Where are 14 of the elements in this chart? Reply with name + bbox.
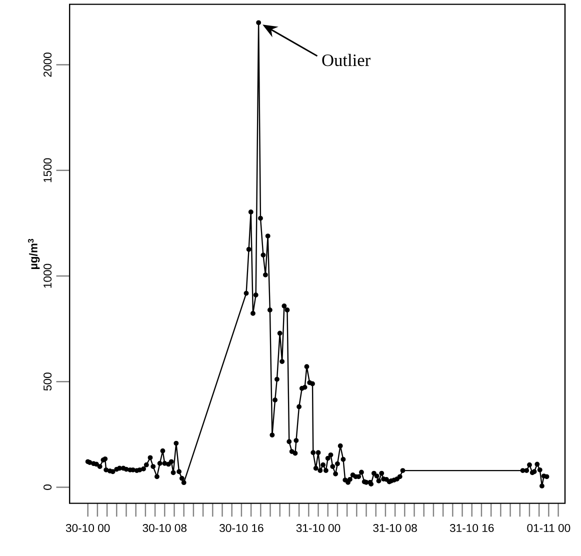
y-tick-label: 1500	[44, 158, 52, 182]
x-tick-label: 30-10 16	[220, 524, 264, 532]
y-tick-label: 500	[44, 372, 52, 391]
annotation: Outlier	[322, 54, 370, 66]
y-axis-title: µg/m$^{3}$	[28, 238, 40, 269]
y-tick-label: 1000	[44, 264, 52, 288]
y-tick-label: 0	[44, 484, 52, 490]
x-tick-label: 01-11 00	[527, 524, 570, 532]
x-tick-label: 30-10 08	[142, 524, 187, 532]
x-tick-label: 31-10 00	[296, 524, 340, 532]
y-tick-label: 2000	[44, 52, 52, 77]
x-tick-label: 31-10 16	[450, 524, 494, 532]
x-tick-label: 30-10 00	[66, 524, 110, 532]
x-tick-label: 31-10 08	[373, 524, 417, 532]
